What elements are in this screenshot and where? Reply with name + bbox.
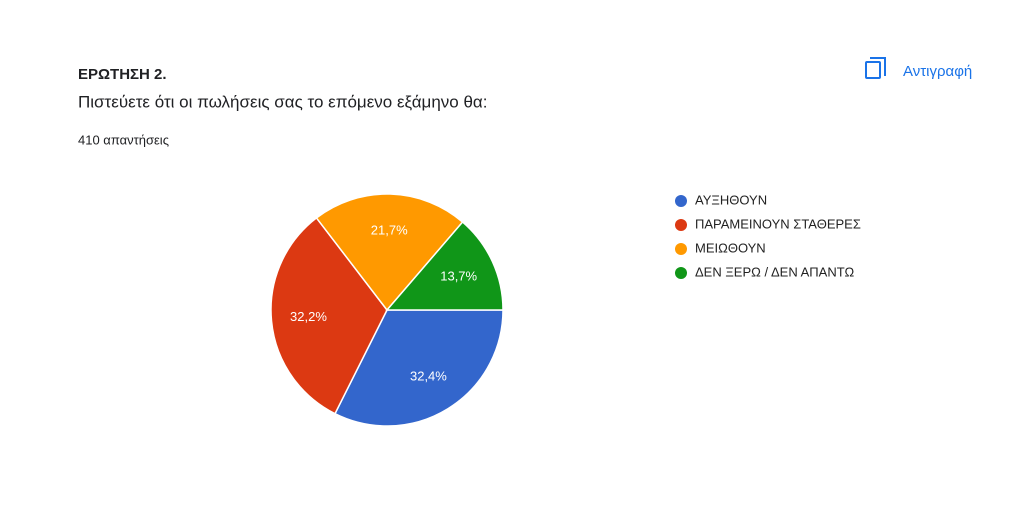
question-text: Πιστεύετε ότι οι πωλήσεις σας το επόμενο… (78, 92, 487, 111)
copy-label[interactable]: Αντιγραφή (903, 63, 972, 80)
slice-label: 21,7% (371, 223, 408, 238)
slice-label: 32,4% (410, 369, 447, 384)
question-title: ΕΡΩΤΗΣΗ 2. (78, 66, 167, 83)
copy-icon-back (870, 57, 886, 76)
legend-swatch (675, 219, 687, 231)
legend-swatch (675, 267, 687, 279)
pie-slice (333, 309, 504, 427)
legend-label: ΑΥΞΗΘΟΥΝ (695, 192, 767, 207)
copy-icon (865, 61, 881, 79)
legend-swatch (675, 243, 687, 255)
pie-slice (270, 216, 388, 415)
pie-slice (385, 220, 504, 311)
legend-label: ΠΑΡΑΜΕΙΝΟΥΝ ΣΤΑΘΕΡΕΣ (695, 216, 861, 231)
slice-label: 32,2% (290, 309, 327, 324)
copy-button[interactable]: Αντιγραφή (865, 57, 972, 80)
legend-swatch (675, 195, 687, 207)
legend-label: ΔΕΝ ΞΕΡΩ / ΔΕΝ ΑΠΑΝΤΩ (695, 264, 854, 279)
slice-label: 13,7% (440, 269, 477, 284)
pie-slice (315, 193, 464, 312)
response-count: 410 απαντήσεις (78, 132, 169, 147)
legend-label: ΜΕΙΩΘΟΥΝ (695, 240, 766, 255)
